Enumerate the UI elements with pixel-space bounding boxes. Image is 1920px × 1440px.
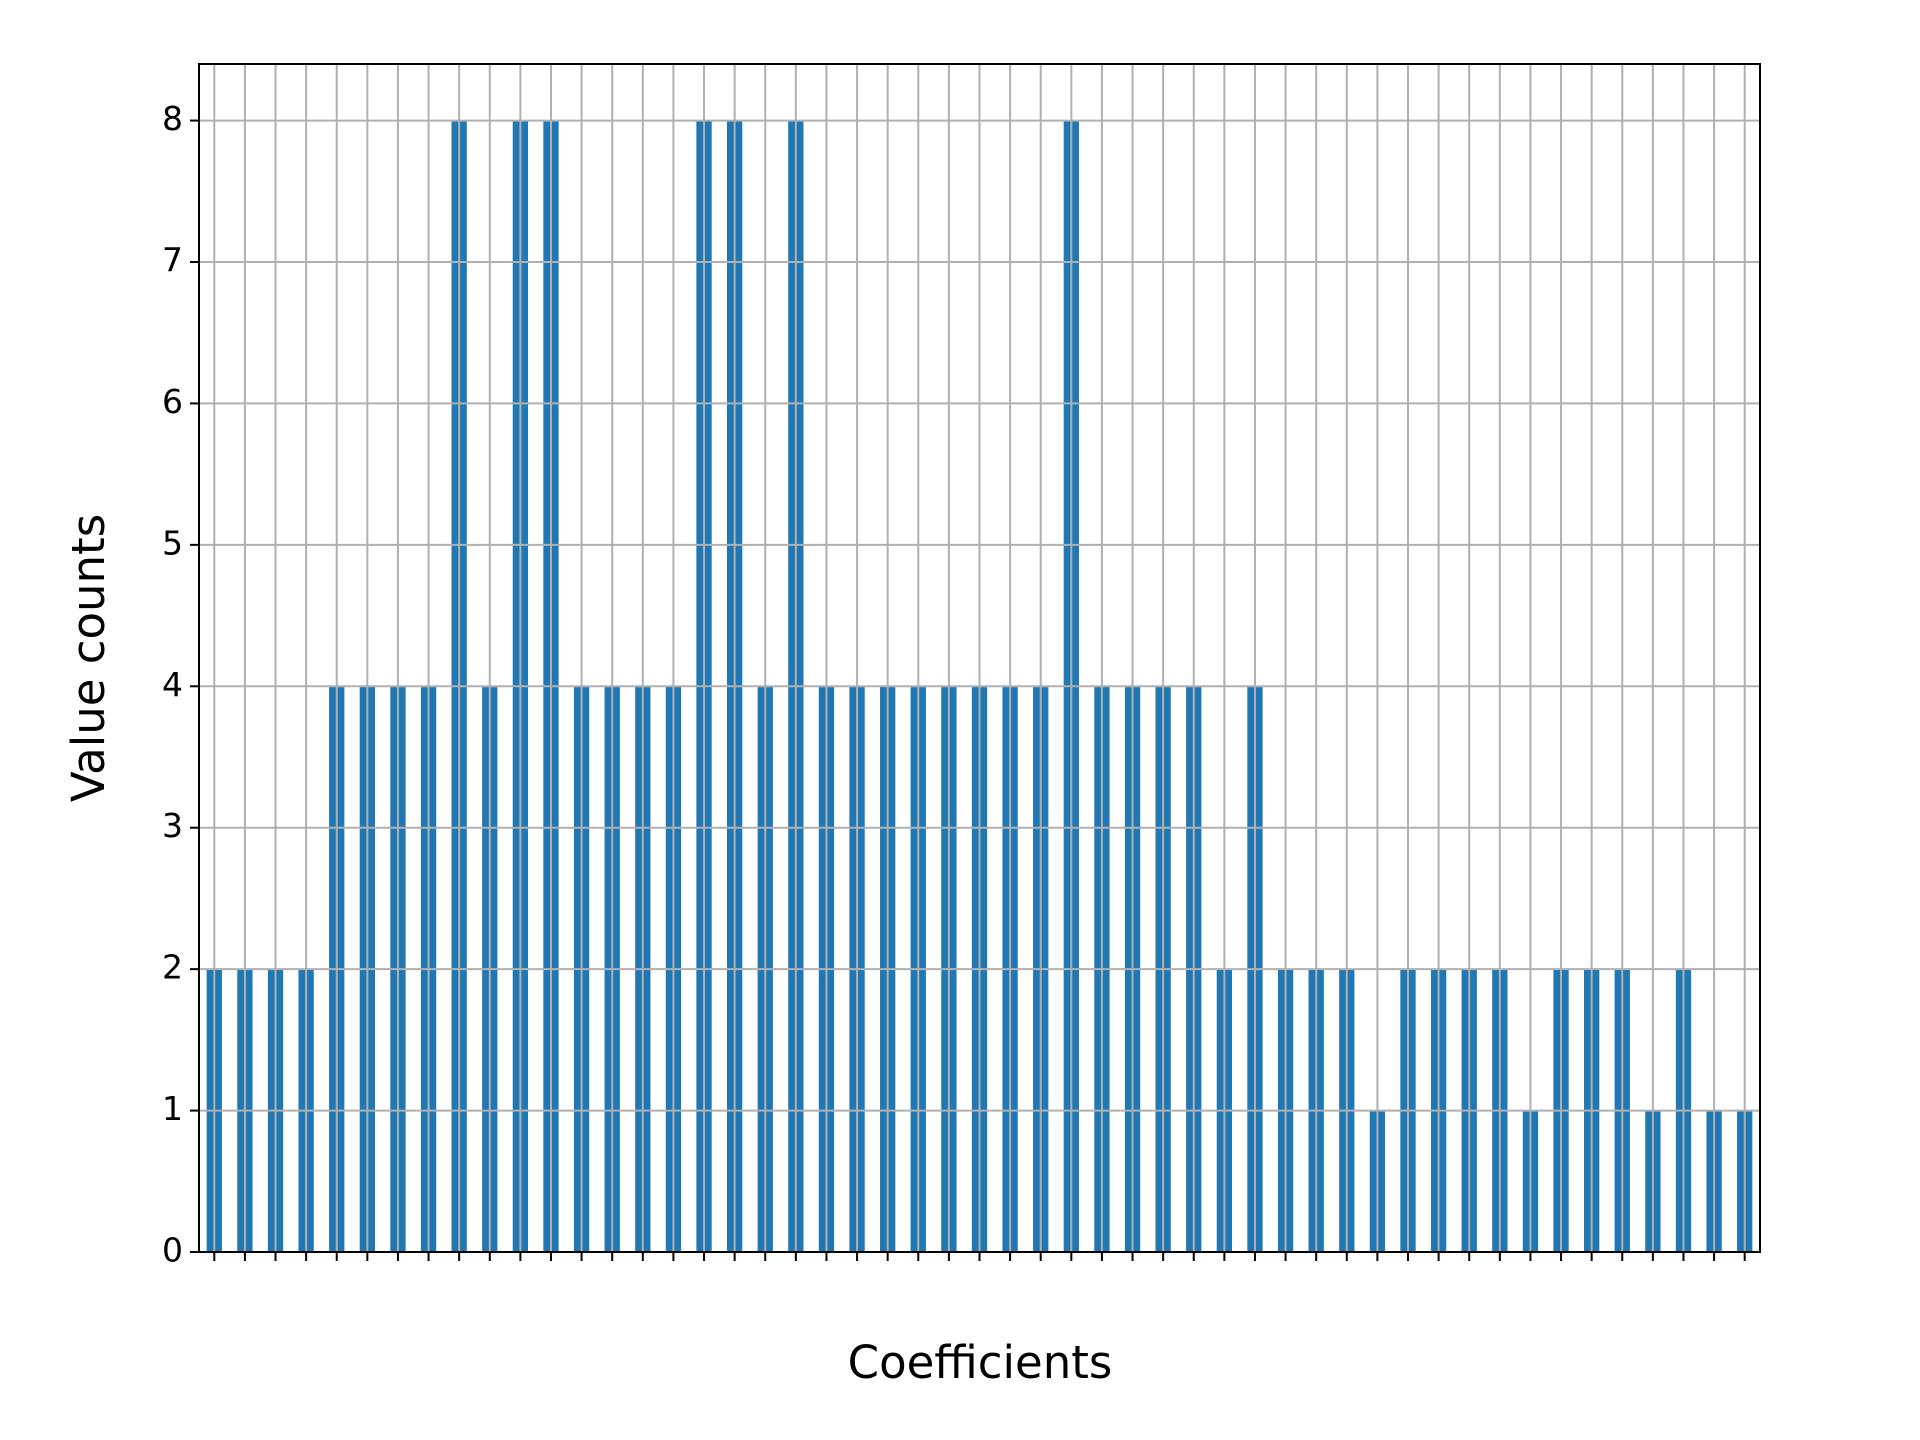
x-axis-label: Coefficients [848, 1336, 1113, 1389]
y-tick-label: 3 [162, 806, 183, 845]
y-tick-label: 4 [162, 665, 183, 704]
y-tick-label: 6 [162, 382, 183, 421]
y-tick-label: 0 [162, 1231, 183, 1270]
plot-frame [198, 63, 1761, 1253]
y-tick-label: 7 [162, 241, 183, 280]
y-axis-label: Value counts [62, 514, 115, 802]
y-tick-label: 8 [162, 99, 183, 138]
y-tick-label: 2 [162, 948, 183, 987]
y-tick-label: 1 [162, 1089, 183, 1128]
y-tick-label: 5 [162, 523, 183, 562]
